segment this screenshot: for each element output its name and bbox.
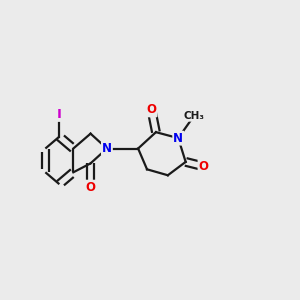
Text: I: I	[57, 108, 62, 121]
Text: O: O	[146, 103, 157, 116]
Text: N: N	[102, 142, 112, 155]
Text: O: O	[199, 160, 208, 173]
Text: N: N	[173, 132, 183, 145]
Text: O: O	[85, 181, 96, 194]
Text: CH₃: CH₃	[184, 111, 205, 121]
